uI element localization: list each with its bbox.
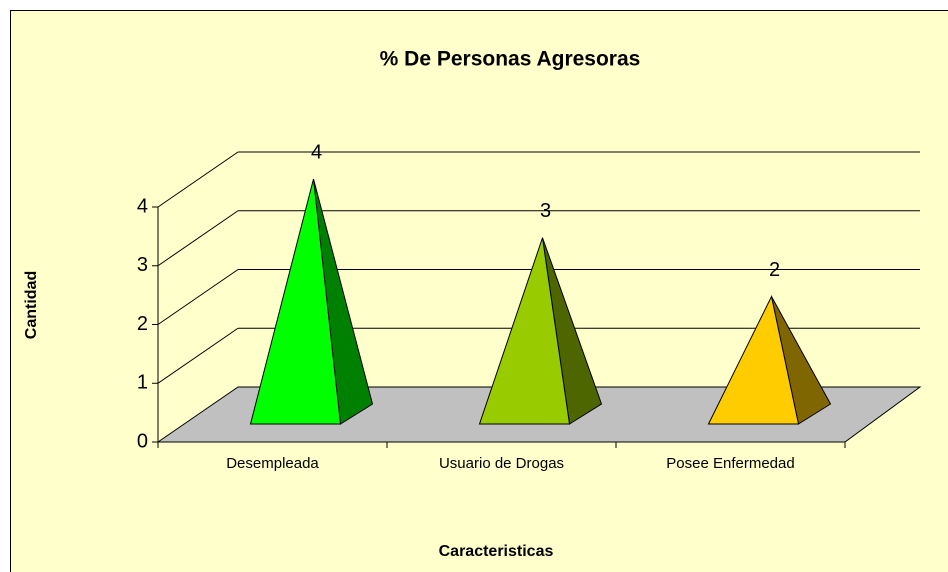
pyramid-front [249, 178, 342, 425]
chart-title: % De Personas Agresoras [380, 48, 641, 71]
pyramid-front [478, 237, 571, 425]
grid [152, 151, 920, 448]
x-tick-label: Posee Enfermedad [666, 455, 794, 472]
grid-line [157, 269, 239, 325]
x-axis-title: Caracteristicas [439, 543, 554, 560]
value-label: 4 [311, 141, 322, 163]
grid-line [157, 151, 239, 208]
y-tick-label: 2 [137, 313, 148, 335]
grid-line [157, 210, 239, 267]
y-tick-label: 3 [137, 254, 148, 276]
grid-line [157, 327, 239, 384]
y-tick-label: 0 [137, 430, 148, 452]
x-tick-label: Usuario de Drogas [439, 455, 564, 472]
y-tick-label: 4 [137, 195, 148, 217]
y-tick-label: 1 [137, 372, 148, 394]
marks [249, 178, 832, 425]
value-label: 3 [540, 200, 551, 222]
x-tick-label: Desempleada [226, 455, 319, 472]
y-axis-title: Cantidad [23, 271, 40, 339]
value-label: 2 [769, 259, 780, 281]
chart-area [10, 10, 948, 572]
pyramid-front [707, 294, 800, 425]
